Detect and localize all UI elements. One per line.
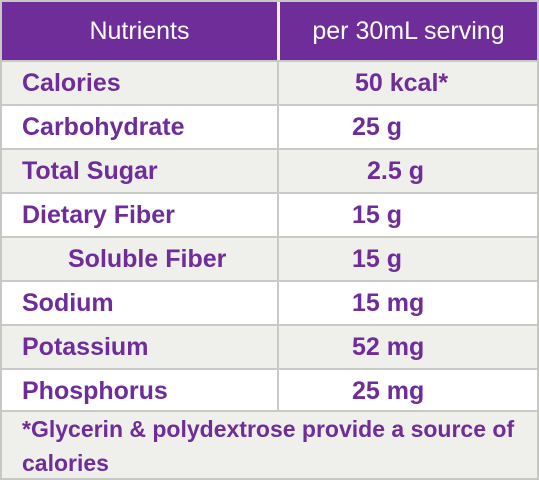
table-row: Calories 50 kcal* (2, 60, 537, 104)
nutrient-value: 50 kcal* (355, 69, 449, 97)
table-row: Potassium 52 mg (2, 324, 537, 368)
table-body: Calories 50 kcal* Carbohydrate 25 g Tota… (2, 60, 537, 412)
nutrient-name: Carbohydrate (22, 113, 185, 141)
nutrient-name: Total Sugar (22, 157, 158, 185)
table-row: Dietary Fiber 15 g (2, 192, 537, 236)
nutrient-value: 15 g (352, 245, 403, 273)
table-header: Nutrients per 30mL serving (2, 2, 537, 60)
nutrient-name: Potassium (22, 333, 149, 361)
nutrient-name: Calories (22, 69, 121, 97)
table-row: Phosphorus 25 mg (2, 368, 537, 412)
header-serving: per 30mL serving (312, 17, 505, 45)
nutrient-value: 25 g (352, 113, 403, 141)
table-row: Sodium 15 mg (2, 280, 537, 324)
header-divider (277, 2, 280, 60)
nutrient-name: Phosphorus (22, 377, 168, 405)
nutrient-name: Sodium (22, 289, 114, 317)
table-row: Soluble Fiber 15 g (2, 236, 537, 280)
footnote: *Glycerin & polydextrose provide a sourc… (22, 416, 515, 476)
footnote-divider (2, 410, 537, 412)
table-row: Total Sugar 2.5 g (2, 148, 537, 192)
nutrient-value: 15 g (352, 201, 403, 229)
nutrient-name: Dietary Fiber (22, 201, 175, 229)
nutrient-value: 2.5 g (367, 157, 424, 185)
nutrient-value: 25 mg (352, 377, 425, 405)
table-row: Carbohydrate 25 g (2, 104, 537, 148)
nutrient-value: 15 mg (352, 289, 425, 317)
header-nutrients: Nutrients (89, 17, 190, 45)
nutrient-name: Soluble Fiber (68, 245, 227, 273)
nutrient-value: 52 mg (352, 333, 425, 361)
